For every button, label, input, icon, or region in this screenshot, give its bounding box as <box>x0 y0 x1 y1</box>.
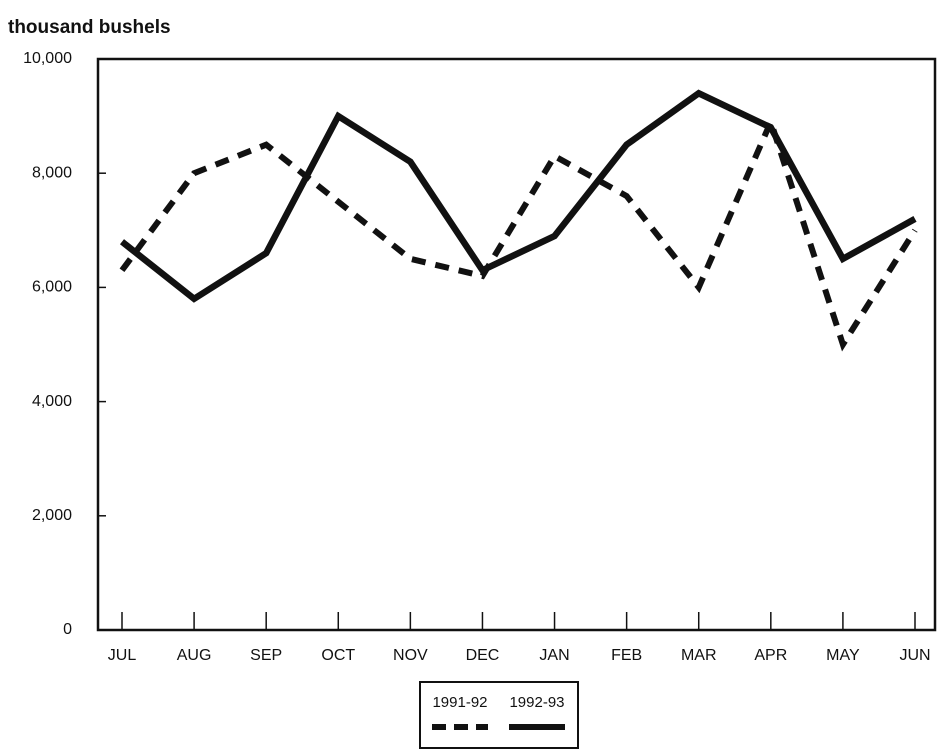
y-tick-label: 10,000 <box>23 50 72 67</box>
x-tick-label: JUN <box>899 647 930 664</box>
x-tick-label: AUG <box>177 647 212 664</box>
series-line <box>119 89 917 303</box>
x-tick-label: MAY <box>826 647 860 664</box>
y-tick-label: 2,000 <box>32 507 72 524</box>
x-tick-label: DEC <box>466 647 500 664</box>
x-tick-label: MAR <box>681 647 717 664</box>
y-tick-label: 8,000 <box>32 164 72 181</box>
legend-label: 1991-92 <box>432 694 487 711</box>
x-tick-label: JUL <box>108 647 137 664</box>
x-tick-label: JAN <box>539 647 569 664</box>
legend-box <box>419 681 579 749</box>
y-tick-label: 4,000 <box>32 393 72 410</box>
y-tick-label: 6,000 <box>32 279 72 296</box>
x-tick-label: SEP <box>250 647 282 664</box>
x-tick-label: APR <box>754 647 787 664</box>
y-tick-label: 0 <box>63 621 72 638</box>
x-tick-label: NOV <box>393 647 428 664</box>
x-tick-label: FEB <box>611 647 642 664</box>
series-line <box>119 113 918 352</box>
y-axis-label: thousand bushels <box>8 17 171 38</box>
legend-label: 1992-93 <box>509 694 564 711</box>
x-tick-label: OCT <box>321 647 355 664</box>
plot-frame <box>96 57 937 632</box>
